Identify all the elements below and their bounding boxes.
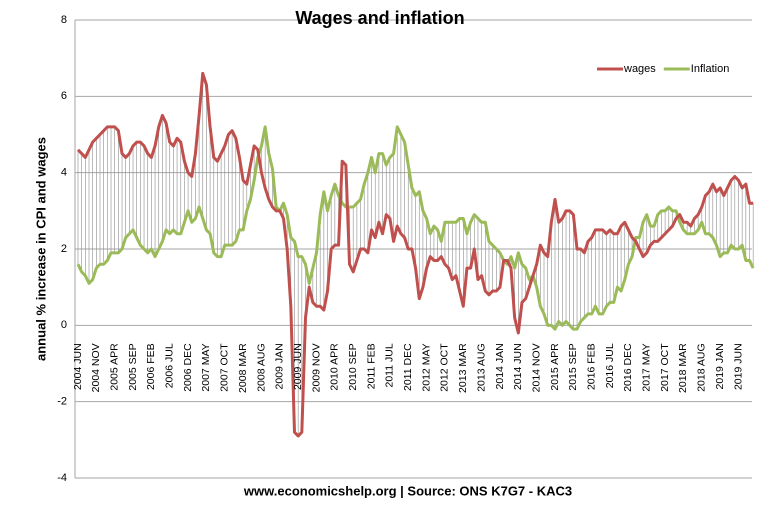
x-tick-label: 2010 APR — [329, 343, 341, 391]
grid — [74, 19, 752, 479]
x-tick-label: 2010 SEP — [347, 343, 359, 390]
x-tick-label: 2009 JUN — [292, 343, 304, 390]
chart-title: Wages and inflation — [295, 8, 464, 28]
x-tick-label: 2012 MAY — [420, 343, 432, 391]
x-tick-label: 2007 MAY — [200, 343, 212, 391]
x-tick-label: 2015 APR — [549, 343, 561, 391]
x-tick-label: 2012 OCT — [439, 343, 451, 392]
x-tick-label: 2009 JAN — [274, 343, 286, 389]
x-tick-label: 2016 JUL — [604, 343, 616, 388]
y-tick-label: 4 — [61, 167, 67, 179]
legend-label: wages — [623, 63, 656, 75]
legend: wages Inflation — [597, 63, 729, 75]
y-tick-label: 2 — [61, 243, 67, 255]
x-tick-label: 2008 AUG — [255, 343, 267, 391]
x-tick-label: 2009 NOV — [310, 343, 322, 392]
x-tick-label: 2013 MAR — [457, 343, 469, 393]
x-tick-label: 2008 MAR — [237, 343, 249, 393]
series-line — [76, 71, 754, 438]
x-tick-label: 2014 NOV — [530, 343, 542, 392]
x-tick-label: 2011 JUL — [384, 343, 396, 387]
x-tick-label: 2005 APR — [108, 343, 120, 391]
x-tick-label: 2015 SEP — [567, 343, 579, 390]
x-tick-label: 2018 MAR — [677, 343, 689, 393]
gap-hatching — [77, 73, 754, 437]
y-tick-label: 6 — [61, 90, 67, 102]
x-tick-label: 2006 DEC — [182, 343, 194, 392]
x-tick-label: 2005 SEP — [127, 343, 139, 390]
y-axis-label: annual % increase in CPI and wages — [33, 137, 48, 361]
x-tick-label: 2006 JUL — [164, 343, 176, 388]
x-tick-label: 2011 FEB — [365, 343, 377, 389]
x-tick-label: 2016 DEC — [622, 343, 634, 392]
x-tick-label: 2019 JAN — [714, 343, 726, 389]
x-tick-label: 2006 FEB — [145, 343, 157, 390]
lines — [76, 71, 755, 438]
x-tick-label: 2004 NOV — [90, 343, 102, 392]
x-tick-label: 2007 OCT — [219, 343, 231, 392]
y-tick-label: -2 — [57, 396, 67, 408]
source-note: www.economicshelp.org | Source: ONS K7G7… — [243, 483, 572, 498]
x-tick-label: 2017 OCT — [659, 343, 671, 392]
x-tick-label: 2017 MAY — [641, 343, 653, 391]
x-tick-label: 2014 JAN — [494, 343, 506, 389]
x-tick-label: 2011 DEC — [402, 343, 414, 391]
series-line — [76, 125, 755, 331]
x-tick-label: 2014 JUN — [512, 343, 524, 390]
x-tick-label: 2016 FEB — [585, 343, 597, 390]
x-tick-label: 2004 JUN — [72, 343, 84, 390]
y-tick-label: -4 — [57, 472, 67, 484]
x-tick-label: 2019 JUN — [732, 343, 744, 390]
x-tick-label: 2018 AUG — [696, 343, 708, 391]
x-tick-label: 2013 AUG — [475, 343, 487, 391]
y-tick-label: 8 — [61, 14, 67, 26]
labels: -4 -2 0 2 4 6 8 2004 JUN 2004 NOV 2005 APR 2005 SE… — [57, 14, 744, 484]
y-tick-label: 0 — [61, 319, 67, 331]
legend-label: Inflation — [691, 63, 730, 75]
